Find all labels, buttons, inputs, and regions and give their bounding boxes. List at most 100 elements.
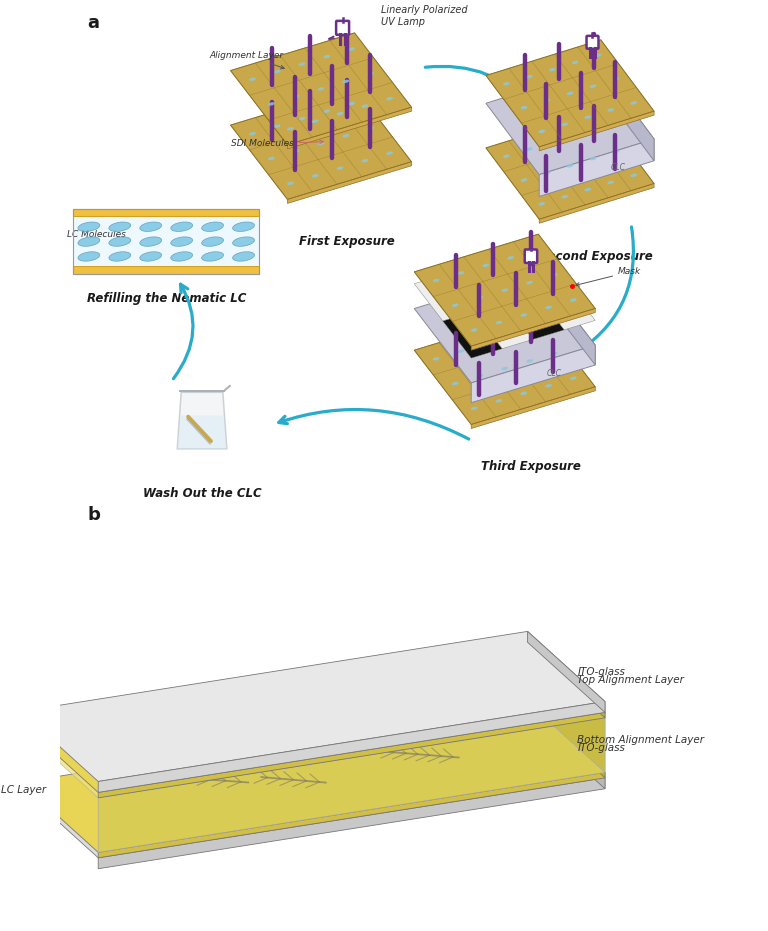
Text: Second Exposure: Second Exposure — [539, 250, 653, 263]
Polygon shape — [539, 139, 654, 196]
Ellipse shape — [482, 342, 489, 345]
FancyBboxPatch shape — [525, 250, 537, 263]
Polygon shape — [528, 702, 605, 778]
Ellipse shape — [526, 75, 533, 78]
Text: Mask: Mask — [576, 267, 641, 286]
Ellipse shape — [567, 164, 574, 168]
Ellipse shape — [293, 149, 300, 153]
Ellipse shape — [202, 236, 223, 247]
Text: ITO-glass: ITO-glass — [578, 667, 625, 677]
Ellipse shape — [233, 251, 254, 262]
Ellipse shape — [299, 117, 306, 120]
Ellipse shape — [567, 91, 574, 95]
Ellipse shape — [572, 61, 578, 64]
FancyBboxPatch shape — [587, 36, 598, 48]
Polygon shape — [21, 631, 605, 781]
Text: LC Molecules: LC Molecules — [67, 230, 126, 238]
Polygon shape — [414, 275, 474, 321]
Text: Alignment Layer: Alignment Layer — [210, 50, 284, 69]
Ellipse shape — [521, 106, 528, 109]
Polygon shape — [442, 312, 502, 358]
Text: b: b — [88, 506, 100, 524]
Ellipse shape — [249, 132, 256, 135]
Ellipse shape — [551, 352, 558, 355]
Ellipse shape — [613, 150, 619, 154]
Ellipse shape — [631, 173, 637, 177]
Ellipse shape — [343, 134, 349, 138]
Text: CLC: CLC — [547, 370, 562, 379]
Ellipse shape — [336, 112, 343, 115]
Polygon shape — [98, 718, 605, 853]
Bar — [74, 217, 259, 266]
Ellipse shape — [502, 289, 508, 292]
Polygon shape — [414, 313, 595, 425]
Ellipse shape — [386, 152, 393, 155]
Ellipse shape — [594, 54, 601, 57]
Ellipse shape — [386, 97, 393, 101]
Polygon shape — [476, 255, 536, 302]
Ellipse shape — [526, 281, 533, 284]
Text: SDI Molecules: SDI Molecules — [230, 140, 323, 149]
Ellipse shape — [613, 77, 619, 81]
Ellipse shape — [471, 407, 478, 410]
Ellipse shape — [170, 251, 193, 262]
Polygon shape — [21, 642, 605, 792]
Ellipse shape — [274, 70, 280, 74]
Polygon shape — [539, 183, 654, 223]
Ellipse shape — [471, 329, 478, 331]
Ellipse shape — [458, 349, 465, 353]
Ellipse shape — [287, 182, 294, 185]
Polygon shape — [98, 712, 605, 798]
Polygon shape — [287, 162, 412, 203]
Ellipse shape — [549, 141, 555, 143]
Ellipse shape — [532, 327, 539, 331]
Ellipse shape — [482, 263, 489, 267]
Ellipse shape — [590, 85, 596, 88]
Text: Bottom Alignment Layer: Bottom Alignment Layer — [578, 735, 704, 745]
Ellipse shape — [584, 115, 591, 119]
Polygon shape — [528, 631, 605, 712]
Ellipse shape — [249, 77, 256, 81]
Ellipse shape — [594, 126, 601, 129]
Polygon shape — [486, 68, 654, 175]
Ellipse shape — [140, 236, 162, 247]
Ellipse shape — [561, 123, 568, 126]
Ellipse shape — [545, 384, 552, 387]
Polygon shape — [536, 283, 595, 330]
Polygon shape — [98, 701, 605, 792]
Bar — [74, 266, 259, 274]
Ellipse shape — [367, 127, 374, 130]
Ellipse shape — [170, 222, 193, 232]
Ellipse shape — [170, 236, 193, 247]
Ellipse shape — [538, 202, 545, 206]
Ellipse shape — [607, 181, 614, 184]
Ellipse shape — [521, 313, 527, 317]
Ellipse shape — [607, 108, 614, 112]
Ellipse shape — [78, 222, 100, 232]
Ellipse shape — [299, 62, 306, 66]
Polygon shape — [505, 292, 564, 339]
Polygon shape — [486, 40, 654, 147]
Ellipse shape — [570, 298, 577, 302]
Ellipse shape — [78, 236, 100, 247]
Polygon shape — [508, 246, 567, 292]
Ellipse shape — [362, 104, 368, 108]
Polygon shape — [472, 345, 595, 403]
Ellipse shape — [433, 278, 439, 282]
Ellipse shape — [268, 156, 275, 160]
Text: Top Alignment Layer: Top Alignment Layer — [578, 675, 684, 685]
Polygon shape — [21, 702, 605, 853]
Polygon shape — [538, 271, 595, 365]
Ellipse shape — [323, 109, 330, 113]
Ellipse shape — [268, 102, 275, 106]
Text: CLC: CLC — [611, 163, 625, 172]
Ellipse shape — [140, 222, 162, 232]
Ellipse shape — [109, 236, 131, 247]
Ellipse shape — [287, 127, 294, 130]
Ellipse shape — [495, 321, 502, 324]
Polygon shape — [21, 708, 605, 857]
Ellipse shape — [318, 142, 324, 145]
Ellipse shape — [503, 82, 510, 86]
Polygon shape — [21, 648, 605, 798]
Ellipse shape — [521, 392, 527, 395]
